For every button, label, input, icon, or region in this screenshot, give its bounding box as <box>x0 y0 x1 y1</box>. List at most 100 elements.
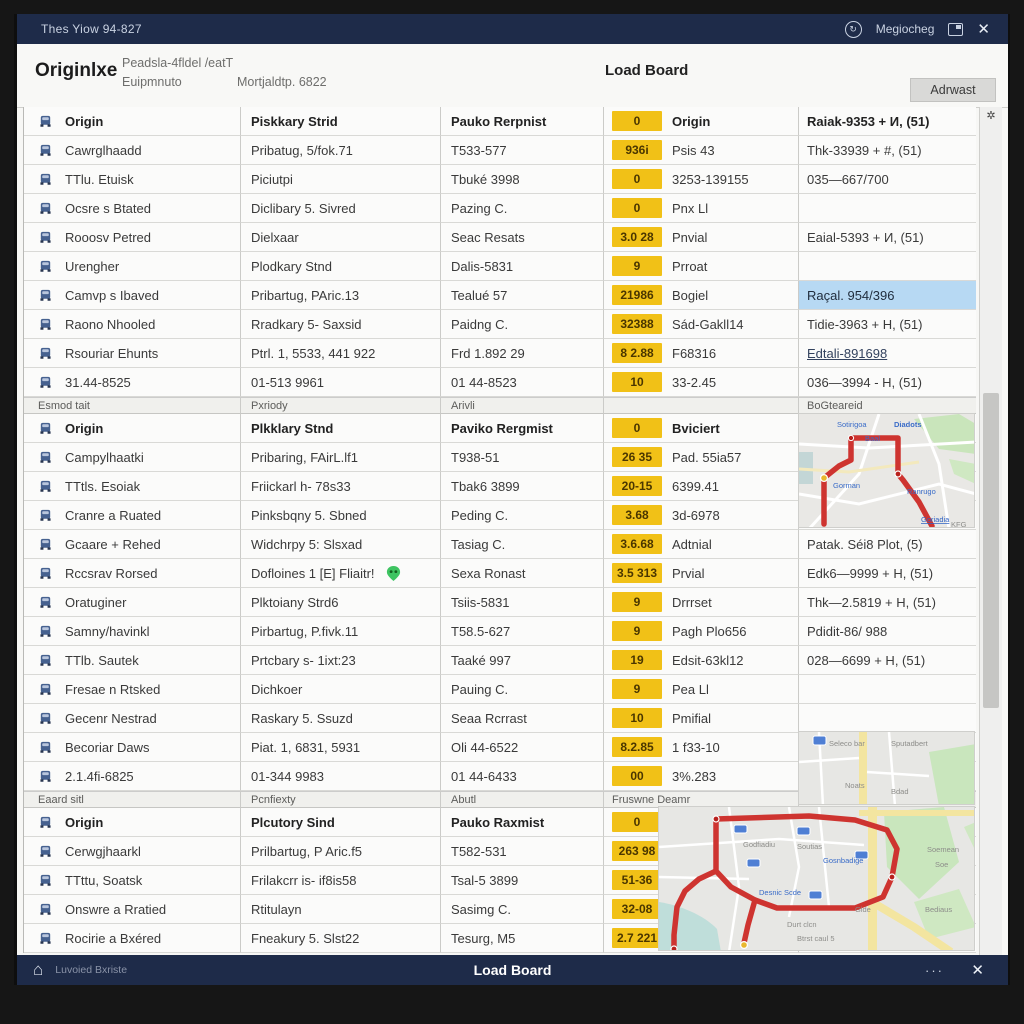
destination-cell[interactable]: Peding C. <box>441 501 604 530</box>
info-cell[interactable] <box>799 704 976 733</box>
street-cell[interactable]: Diclibary 5. Sivred <box>241 194 441 223</box>
destination-cell[interactable]: Pauko Rerpnist <box>441 107 604 136</box>
table-row[interactable]: Samny/havinkl Pirbartug, P.fivk.11 T58.5-6… <box>24 617 976 646</box>
info-cell[interactable]: Pdidit-86/ 988 <box>799 617 976 646</box>
badge-cell[interactable]: 00 3%.283 <box>604 762 799 791</box>
destination-cell[interactable]: Oli 44-6522 <box>441 733 604 762</box>
destination-cell[interactable]: T938-51 <box>441 443 604 472</box>
origin-cell[interactable]: Samny/havinkl <box>24 617 241 646</box>
badge-cell[interactable]: 3.6.68 Adtnial <box>604 530 799 559</box>
destination-cell[interactable]: Frd 1.892 29 <box>441 339 604 368</box>
street-cell[interactable]: Plkklary Stnd <box>241 414 441 443</box>
street-cell[interactable]: Friickarl h- 78s33 <box>241 472 441 501</box>
table-row[interactable]: Raono Nhooled Rradkary 5- Saxsid Paidng C.… <box>24 310 976 339</box>
destination-cell[interactable]: Pauko Raxmist <box>441 808 604 837</box>
badge-cell[interactable]: 9 Pea Ll <box>604 675 799 704</box>
origin-cell[interactable]: Becoriar Daws <box>24 733 241 762</box>
origin-cell[interactable]: Origin <box>24 107 241 136</box>
street-cell[interactable]: 01-344 9983 <box>241 762 441 791</box>
street-cell[interactable]: Rradkary 5- Saxsid <box>241 310 441 339</box>
destination-cell[interactable]: Seac Resats <box>441 223 604 252</box>
street-cell[interactable]: Fneakury 5. Slst22 <box>241 924 441 953</box>
table-row[interactable]: Oratuginer Plktoiany Strd6 Tsiis-5831 9 Drrr… <box>24 588 976 617</box>
badge-cell[interactable]: 9 Prroat <box>604 252 799 281</box>
info-cell[interactable]: Raiak-9353 + И, (51) <box>799 107 976 136</box>
street-cell[interactable]: Pribartug, PAric.13 <box>241 281 441 310</box>
destination-cell[interactable]: Sasimg C. <box>441 895 604 924</box>
street-cell[interactable]: Prilbartug, P Aric.f5 <box>241 837 441 866</box>
destination-cell[interactable]: Tbak6 3899 <box>441 472 604 501</box>
origin-cell[interactable]: TTtls. Esoiak <box>24 472 241 501</box>
street-cell[interactable]: Plktoiany Strd6 <box>241 588 441 617</box>
origin-cell[interactable]: Rccsrav Rorsed <box>24 559 241 588</box>
street-cell[interactable]: Piskkary Strid <box>241 107 441 136</box>
origin-cell[interactable]: Urengher <box>24 252 241 281</box>
info-cell[interactable]: 035—667/700 <box>799 165 976 194</box>
destination-cell[interactable]: 01 44-8523 <box>441 368 604 397</box>
table-row[interactable]: Rooosv Petred Dielxaar Seac Resats 3.0 28 Pn… <box>24 223 976 252</box>
info-cell[interactable]: Edk6—9999 + H, (51) <box>799 559 976 588</box>
destination-cell[interactable]: Seaa Rcrrast <box>441 704 604 733</box>
badge-cell[interactable]: 936i Psis 43 <box>604 136 799 165</box>
info-cell[interactable]: Thk—2.5819 + H, (51) <box>799 588 976 617</box>
badge-cell[interactable]: 8 2.88 F68316 <box>604 339 799 368</box>
street-cell[interactable]: Ptrl. 1, 5533, 441 922 <box>241 339 441 368</box>
badge-cell[interactable]: 3.68 3d-6978 <box>604 501 799 530</box>
badge-cell[interactable]: 3.5 313 Prvial <box>604 559 799 588</box>
street-cell[interactable]: Dichkoer <box>241 675 441 704</box>
street-cell[interactable]: Piat. 1, 6831, 5931 <box>241 733 441 762</box>
origin-cell[interactable]: TTlu. Etuisk <box>24 165 241 194</box>
street-cell[interactable]: Dofloines 1 [E] Fliaitr! <box>241 559 441 588</box>
badge-cell[interactable]: 0 Origin <box>604 107 799 136</box>
destination-cell[interactable]: Tsal-5 3899 <box>441 866 604 895</box>
info-cell[interactable]: Edtali-891698 <box>799 339 976 368</box>
screenshot-icon[interactable] <box>948 22 964 36</box>
origin-cell[interactable]: Ocsre s Btated <box>24 194 241 223</box>
origin-cell[interactable]: Camvp s Ibaved <box>24 281 241 310</box>
street-cell[interactable]: Plcutory Sind <box>241 808 441 837</box>
home-icon[interactable]: ⌂ <box>33 960 44 979</box>
info-cell[interactable]: Eaial-5393 + И, (51) <box>799 223 976 252</box>
destination-cell[interactable]: Sexa Ronast <box>441 559 604 588</box>
table-row[interactable]: 31.44-8525 01-513 9961 01 44-8523 10 33-2.45… <box>24 368 976 397</box>
destination-cell[interactable]: Pauing C. <box>441 675 604 704</box>
origin-cell[interactable]: Rooosv Petred <box>24 223 241 252</box>
badge-cell[interactable]: 3.0 28 Pnvial <box>604 223 799 252</box>
scrollbar-top-icon[interactable]: ✲ <box>986 110 996 122</box>
destination-cell[interactable]: Tealué 57 <box>441 281 604 310</box>
street-cell[interactable]: Dielxaar <box>241 223 441 252</box>
destination-cell[interactable]: T582-531 <box>441 837 604 866</box>
origin-cell[interactable]: Origin <box>24 808 241 837</box>
origin-cell[interactable]: TTlb. Sautek <box>24 646 241 675</box>
info-cell[interactable]: Tidie-3963 + H, (51) <box>799 310 976 339</box>
origin-cell[interactable]: Cerwgjhaarkl <box>24 837 241 866</box>
street-cell[interactable]: Piciutpi <box>241 165 441 194</box>
destination-cell[interactable]: T533-577 <box>441 136 604 165</box>
table-row[interactable]: Gcaare + Rehed Widchrpy 5: Slsxad Tasiag C… <box>24 530 976 559</box>
destination-cell[interactable]: Dalis-5831 <box>441 252 604 281</box>
origin-cell[interactable]: Campylhaatki <box>24 443 241 472</box>
street-cell[interactable]: Pribaring, FAirL.lf1 <box>241 443 441 472</box>
badge-cell[interactable]: 9 Drrrset <box>604 588 799 617</box>
vertical-scrollbar[interactable]: ✲ <box>979 107 1002 955</box>
badge-cell[interactable]: 21986 Bogiel <box>604 281 799 310</box>
origin-cell[interactable]: Raono Nhooled <box>24 310 241 339</box>
info-cell[interactable]: Patak. Séi8 Plot, (5) <box>799 530 976 559</box>
info-cell[interactable] <box>799 194 976 223</box>
badge-cell[interactable]: 19 Edsit-63kl12 <box>604 646 799 675</box>
street-cell[interactable]: Prtcbary s- 1ixt:23 <box>241 646 441 675</box>
origin-cell[interactable]: Rsouriar Ehunts <box>24 339 241 368</box>
street-cell[interactable]: Pinksbqny 5. Sbned <box>241 501 441 530</box>
badge-cell[interactable]: 0 Bviciert <box>604 414 799 443</box>
table-row[interactable]: Rccsrav Rorsed Dofloines 1 [E] Fliaitr! Se… <box>24 559 976 588</box>
origin-cell[interactable]: Onswre a Rratied <box>24 895 241 924</box>
info-cell[interactable]: Raçal. 954/396 <box>799 281 976 310</box>
more-options-icon[interactable]: ··· <box>925 962 944 978</box>
table-row[interactable]: Gecenr Nestrad Raskary 5. Ssuzd Seaa Rcrra… <box>24 704 976 733</box>
table-row[interactable]: Origin Piskkary Strid Pauko Rerpnist 0 Origi… <box>24 107 976 136</box>
street-cell[interactable]: Widchrpy 5: Slsxad <box>241 530 441 559</box>
origin-cell[interactable]: 31.44-8525 <box>24 368 241 397</box>
destination-cell[interactable]: Tbuké 3998 <box>441 165 604 194</box>
table-row[interactable]: TTlu. Etuisk Piciutpi Tbuké 3998 0 3253-1391… <box>24 165 976 194</box>
destination-cell[interactable]: Paviko Rergmist <box>441 414 604 443</box>
